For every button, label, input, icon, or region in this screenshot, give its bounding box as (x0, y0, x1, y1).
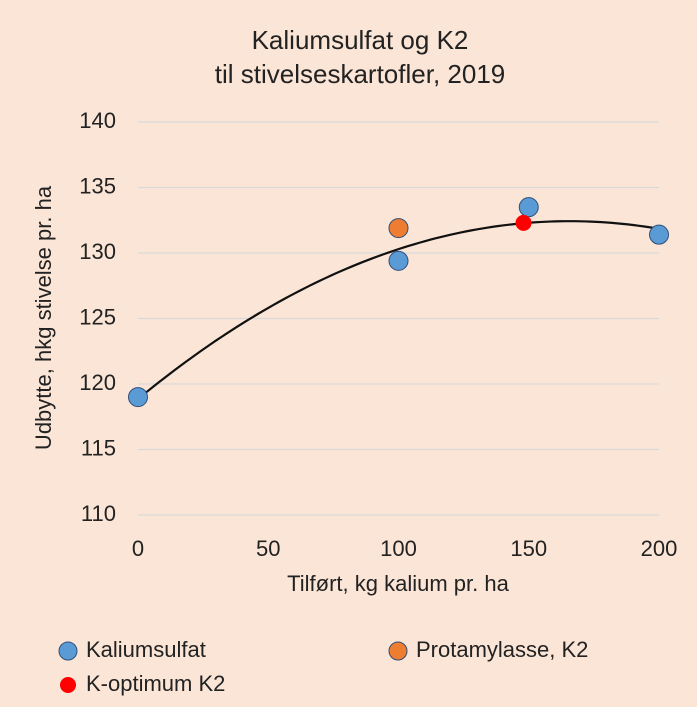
legend-label: K-optimum K2 (86, 671, 225, 696)
y-axis-label: Udbytte, hkg stivelse pr. ha (31, 185, 56, 450)
y-tick-label: 120 (79, 370, 116, 395)
x-tick-label: 50 (256, 536, 280, 561)
legend-marker (58, 641, 78, 661)
point (388, 218, 409, 239)
y-tick-label: 130 (79, 239, 116, 264)
legend-marker (60, 677, 76, 693)
legend-label: Kaliumsulfat (86, 637, 206, 662)
x-tick-label: 150 (510, 536, 547, 561)
y-tick-label: 125 (79, 304, 116, 329)
x-tick-label: 0 (132, 536, 144, 561)
point (128, 387, 148, 408)
point (649, 224, 669, 245)
chart-title: Kaliumsulfat og K2 (252, 25, 469, 55)
y-tick-label: 110 (81, 501, 116, 526)
y-tick-label: 135 (79, 173, 116, 198)
x-axis-label: Tilført, kg kalium pr. ha (287, 571, 509, 596)
chart-title: til stivelseskartofler, 2019 (215, 59, 505, 89)
trendline (137, 220, 660, 400)
point (518, 197, 539, 218)
point (388, 250, 409, 271)
point (515, 214, 532, 231)
x-tick-label: 200 (641, 536, 678, 561)
y-tick-label: 140 (79, 108, 116, 133)
legend-marker (388, 641, 408, 661)
x-tick-label: 100 (380, 536, 417, 561)
y-tick-label: 115 (81, 435, 116, 460)
legend-label: Protamylasse, K2 (416, 637, 588, 662)
